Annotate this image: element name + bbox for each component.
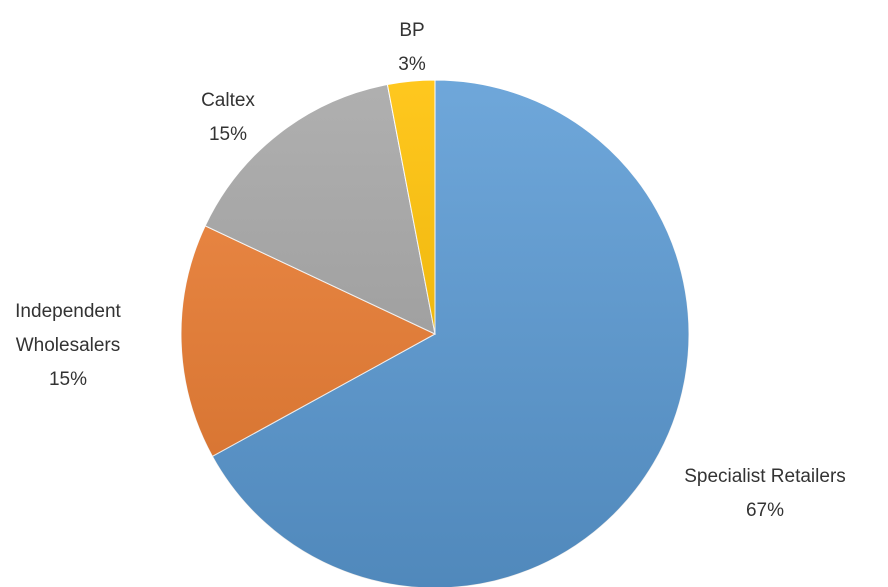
value-label: 15% [208,124,248,145]
value-label: 67% [745,500,785,521]
slice-label: Caltex 15% [168,84,288,152]
slice-label: Independent Wholesalers 15% [0,295,138,397]
slice-label: BP 3% [372,14,452,82]
value-label: 15% [48,369,88,390]
category-name: BP [399,20,425,41]
category-name: Specialist Retailers [684,466,846,487]
slice-label: Specialist Retailers 67% [655,460,875,528]
value-label: 3% [398,54,426,75]
category-name: Caltex [201,90,255,111]
category-name: Independent Wholesalers [15,301,121,356]
